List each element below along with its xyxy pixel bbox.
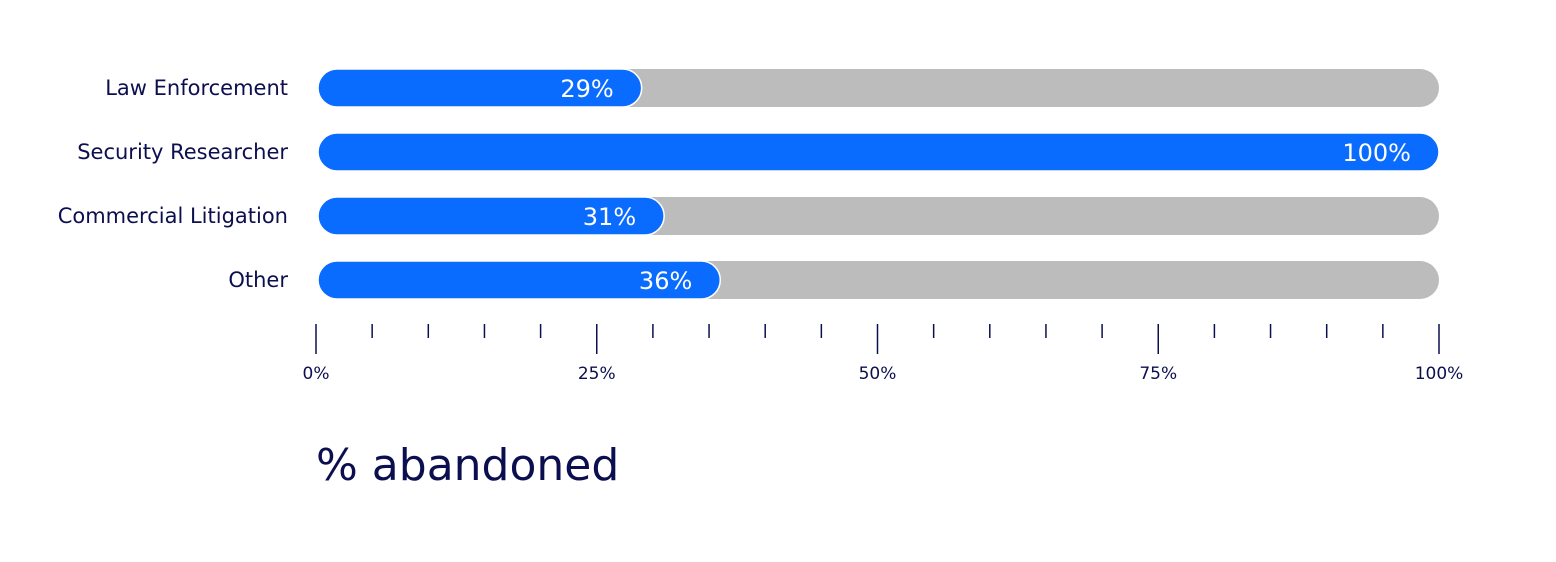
bar-row: Other 36% bbox=[228, 260, 1439, 300]
bar-value-label: 29% bbox=[560, 75, 613, 103]
category-label: Other bbox=[228, 268, 288, 292]
x-axis-title: % abandoned bbox=[316, 440, 619, 491]
bar-row: Commercial Litigation 31% bbox=[58, 196, 1439, 236]
bar-row: Law Enforcement 29% bbox=[105, 68, 1439, 108]
x-tick-label: 75% bbox=[1139, 364, 1177, 384]
category-label: Commercial Litigation bbox=[58, 204, 288, 228]
x-axis: 0% 25% 50% 75% 100% bbox=[303, 324, 1464, 384]
bar-value-label: 100% bbox=[1342, 139, 1411, 167]
x-tick-label: 100% bbox=[1415, 364, 1464, 384]
bar-rows: Law Enforcement 29% Security Researcher 100… bbox=[58, 68, 1440, 300]
category-label: Law Enforcement bbox=[105, 76, 288, 100]
x-tick-label: 50% bbox=[859, 364, 897, 384]
x-tick-label: 25% bbox=[578, 364, 616, 384]
bar bbox=[317, 260, 722, 300]
bar-value-label: 36% bbox=[639, 267, 692, 295]
bar-row: Security Researcher 100% bbox=[77, 132, 1440, 172]
category-label: Security Researcher bbox=[77, 140, 288, 164]
bar-value-label: 31% bbox=[583, 203, 636, 231]
bar bbox=[317, 132, 1440, 172]
bar bbox=[317, 196, 665, 236]
bar bbox=[317, 68, 643, 108]
x-tick-label: 0% bbox=[303, 364, 330, 384]
